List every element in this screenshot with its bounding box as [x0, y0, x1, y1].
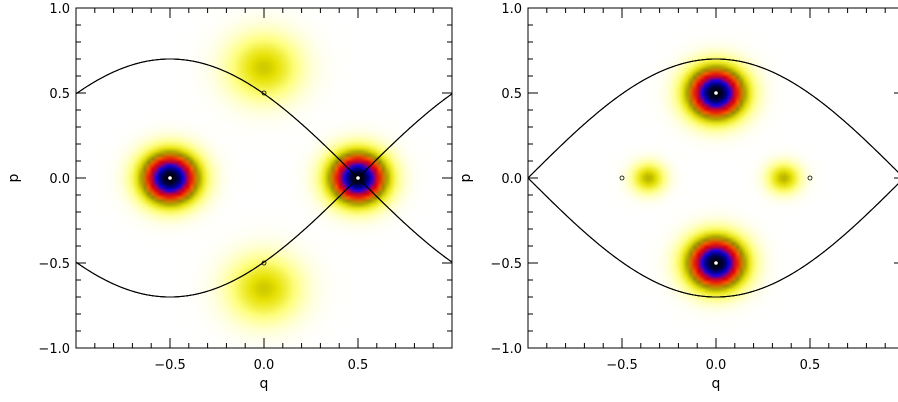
x-tick-label: 0.5 [348, 358, 369, 373]
fixed-point-marker-2 [261, 90, 267, 96]
y-tick-label: 0.0 [49, 172, 70, 187]
husimi-density-heatmap [76, 8, 452, 348]
y-tick-label: 0.5 [49, 87, 70, 102]
x-tick-label: 0.0 [706, 358, 727, 373]
y-tick-label: −0.5 [38, 257, 70, 272]
y-tick-label: −1.0 [38, 342, 70, 357]
separatrix-curves [528, 58, 898, 298]
y-tick-label: 0.0 [501, 172, 522, 187]
x-tick-label: −0.5 [606, 358, 638, 373]
husimi-density-heatmap [528, 8, 898, 348]
fixed-point-marker-2 [619, 175, 625, 181]
x-axis-label: q [712, 376, 721, 392]
y-tick-label: −1.0 [490, 342, 522, 357]
left-phase-space-panel: −0.5 0.0 0.5 1.0 0.5 0.0 −0.5 −1.0 q p [6, 2, 453, 392]
x-tick-label: 0.0 [254, 358, 275, 373]
fixed-point-marker-0 [714, 91, 718, 95]
y-tick-label: −0.5 [490, 257, 522, 272]
fixed-point-marker-3 [261, 260, 267, 266]
y-tick-label: 1.0 [49, 2, 70, 17]
separatrix-curves [76, 58, 452, 298]
fixed-point-marker-1 [714, 261, 718, 265]
fixed-point-marker-1 [356, 176, 360, 180]
x-axis-label: q [260, 376, 269, 392]
x-tick-label: 0.5 [800, 358, 821, 373]
right-phase-space-panel: −0.5 0.0 0.5 1.0 0.5 0.0 −0.5 −1.0 q p [458, 2, 898, 392]
separatrix-curve-5 [528, 58, 898, 179]
y-axis-label: p [6, 173, 22, 182]
y-tick-label: 0.5 [501, 87, 522, 102]
separatrix-curve-4 [528, 177, 898, 298]
separatrix-curve-5 [76, 58, 452, 263]
fixed-point-marker-3 [807, 175, 813, 181]
y-tick-label: 1.0 [501, 2, 522, 17]
x-tick-label: −0.5 [154, 358, 186, 373]
separatrix-curve-4 [76, 93, 452, 298]
fixed-point-marker-0 [168, 176, 172, 180]
y-axis-label: p [458, 173, 474, 182]
